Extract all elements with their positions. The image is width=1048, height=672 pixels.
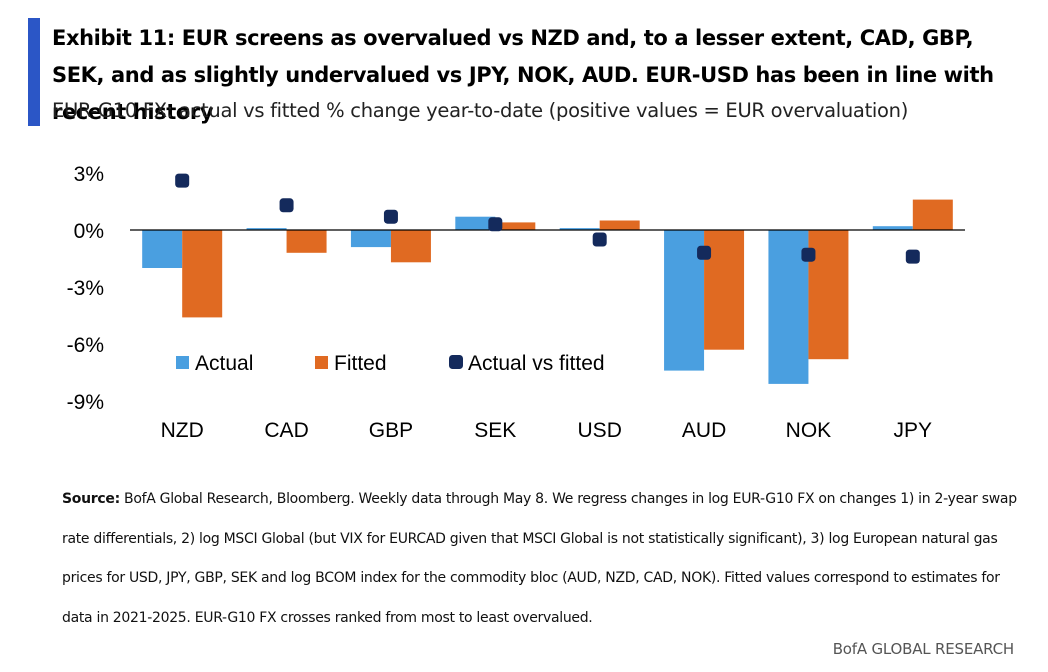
legend-label: Actual bbox=[195, 352, 253, 375]
y-tick-label: 0% bbox=[74, 220, 104, 243]
exhibit-title: Exhibit 11: EUR screens as overvalued vs… bbox=[52, 26, 994, 124]
source-label: Source: bbox=[62, 491, 120, 507]
x-tick-label: AUD bbox=[682, 419, 726, 442]
bar-fitted bbox=[182, 230, 223, 318]
x-tick-label: GBP bbox=[369, 419, 413, 442]
marker-actual-vs-fitted bbox=[488, 217, 503, 232]
bar-actual bbox=[455, 216, 496, 230]
legend-label: Actual vs fitted bbox=[468, 352, 605, 375]
x-tick-label: NOK bbox=[786, 419, 832, 442]
x-tick-label: SEK bbox=[474, 419, 516, 442]
x-tick-label: JPY bbox=[894, 419, 933, 442]
bar-fitted bbox=[599, 220, 640, 230]
y-tick-label: 3% bbox=[74, 163, 104, 186]
footnote-text: BofA Global Research, Bloomberg. Weekly … bbox=[62, 491, 1017, 626]
chart-area: 3% 0% -3% -6% -9% NZD CAD GBP SEK USD AUD NOK JPY Act… bbox=[67, 163, 965, 442]
bar-actual bbox=[350, 230, 391, 248]
legend-swatch bbox=[315, 356, 328, 369]
bar-actual bbox=[142, 230, 183, 268]
exhibit-subtitle: EUR-G10 FX: actual vs fitted % change ye… bbox=[52, 99, 909, 122]
legend-swatch bbox=[176, 356, 189, 369]
bar-actual bbox=[872, 226, 913, 230]
marker-actual-vs-fitted bbox=[801, 247, 816, 262]
source-credit: BofA GLOBAL RESEARCH bbox=[832, 640, 1014, 658]
footnote: Source: BofA Global Research, Bloomberg.… bbox=[62, 480, 1022, 638]
bar-fitted bbox=[390, 230, 431, 263]
bar-fitted bbox=[286, 230, 327, 253]
y-tick-label: -9% bbox=[67, 391, 104, 414]
bar-fitted bbox=[912, 199, 953, 230]
bar-actual bbox=[559, 228, 600, 230]
bar-actual bbox=[246, 228, 287, 230]
bar-fitted bbox=[495, 222, 536, 230]
marker-actual-vs-fitted bbox=[905, 249, 920, 264]
title-accent-bar bbox=[28, 18, 40, 126]
marker-actual-vs-fitted bbox=[697, 245, 712, 260]
y-tick-label: -6% bbox=[67, 334, 104, 357]
x-tick-label: USD bbox=[578, 419, 622, 442]
marker-actual-vs-fitted bbox=[383, 209, 398, 224]
x-tick-label: NZD bbox=[161, 419, 204, 442]
x-tick-label: CAD bbox=[264, 419, 308, 442]
legend-swatch bbox=[449, 355, 463, 369]
y-tick-label: -3% bbox=[67, 277, 104, 300]
marker-actual-vs-fitted bbox=[592, 232, 607, 247]
legend-label: Fitted bbox=[334, 352, 387, 375]
marker-actual-vs-fitted bbox=[175, 173, 190, 188]
marker-actual-vs-fitted bbox=[279, 198, 294, 213]
